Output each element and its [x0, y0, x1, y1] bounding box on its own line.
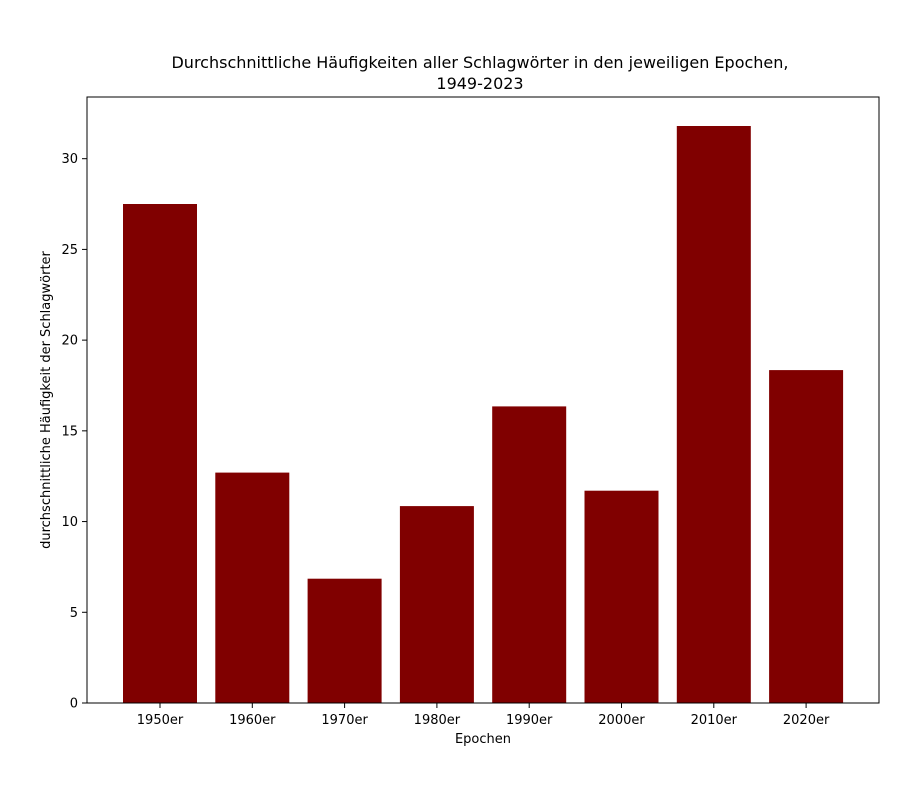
y-tick-label: 5: [70, 606, 78, 621]
bar-1950er: [123, 204, 197, 703]
y-tick-label: 25: [61, 243, 78, 258]
x-ticks-group: 1950er 1960er 1970er 1980er 1990er 2000er 2010…: [137, 703, 830, 728]
x-tick-label: 1980er: [414, 713, 461, 728]
y-ticks-group: 0 5 10 15 20 25 30: [61, 152, 87, 712]
x-tick-label: 2010er: [691, 713, 738, 728]
chart-title-line-1: Durchschnittliche Häufigkeiten aller Sch…: [171, 53, 788, 72]
bar-1960er: [215, 472, 290, 703]
x-tick-label: 1960er: [229, 713, 276, 728]
x-tick-label: 2020er: [783, 713, 830, 728]
y-tick-label: 20: [61, 334, 78, 349]
bar-2010er: [676, 126, 751, 703]
x-tick-label: 1950er: [137, 713, 184, 728]
plot-frame: [86, 96, 880, 704]
chart-title-line-2: 1949-2023: [436, 74, 523, 93]
y-axis-label: durchschnittliche Häufigkeit der Schlagw…: [39, 250, 54, 548]
bar-2000er: [584, 490, 659, 703]
bar-1980er: [399, 506, 474, 703]
bar-2020er: [769, 370, 844, 703]
y-tick-label: 0: [70, 697, 78, 712]
x-tick-label: 1970er: [321, 713, 368, 728]
bar-1970er: [307, 578, 382, 703]
y-tick-label: 10: [61, 515, 78, 530]
y-tick-label: 15: [61, 424, 78, 439]
bar-1990er: [492, 406, 567, 703]
x-tick-label: 1990er: [506, 713, 553, 728]
x-tick-label: 2000er: [598, 713, 645, 728]
y-tick-label: 30: [61, 152, 78, 167]
x-axis-label: Epochen: [455, 732, 511, 747]
bars-group: [123, 126, 844, 703]
